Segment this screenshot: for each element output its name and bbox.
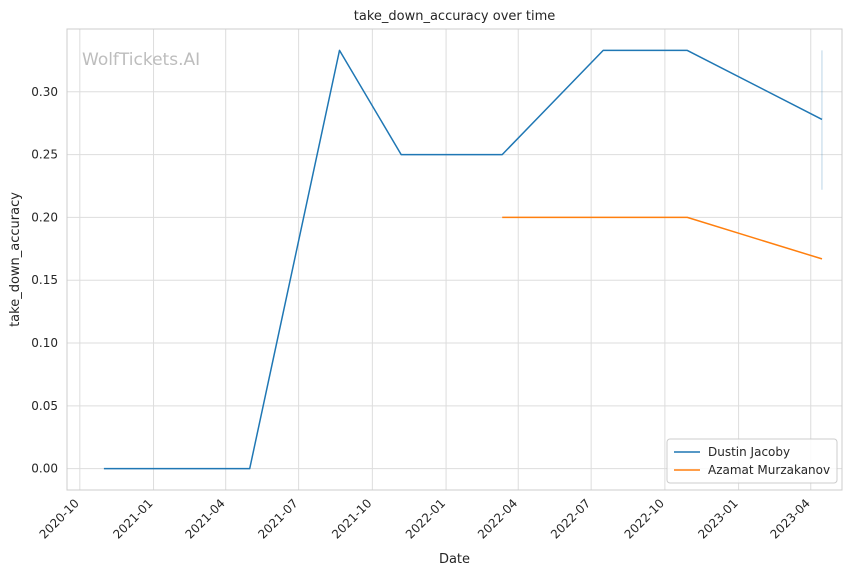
legend-label: Dustin Jacoby [708, 445, 790, 459]
legend: Dustin Jacoby Azamat Murzakanov [666, 438, 838, 484]
x-tick-label: 2020-10 [37, 496, 82, 541]
watermark: WolfTickets.AI [82, 50, 200, 70]
x-tick-label: 2022-10 [622, 496, 667, 541]
y-tick-label: 0.20 [31, 210, 58, 224]
legend-box [666, 438, 838, 484]
x-tick-label: 2021-01 [110, 496, 155, 541]
grid [67, 29, 842, 490]
x-tick-label: 2023-04 [768, 496, 813, 541]
x-tick-label: 2023-01 [695, 496, 740, 541]
legend-label: Azamat Murzakanov [708, 463, 830, 477]
x-tick-label: 2021-07 [255, 496, 300, 541]
x-axis-title: Date [439, 552, 470, 567]
x-tick-label: 2022-04 [475, 496, 520, 541]
series-line-dustin-jacoby [103, 49, 823, 470]
y-tick-label: 0.15 [31, 273, 58, 287]
y-tick-label: 0.10 [31, 336, 58, 350]
y-tick-label: 0.05 [31, 399, 58, 413]
series-line-azamat-murzakanov [502, 216, 823, 260]
x-tick-label: 2021-10 [329, 496, 374, 541]
x-tick-labels: 2020-10 2021-01 2021-04 2021-07 2021-10 2022-… [37, 496, 813, 541]
x-tick-label: 2021-04 [182, 496, 227, 541]
series-lines [103, 49, 823, 470]
y-tick-label: 0.30 [31, 85, 58, 99]
y-axis-title: take_down_accuracy [8, 192, 23, 327]
y-tick-labels: 0.00 0.05 0.10 0.15 0.20 0.25 0.30 [31, 85, 58, 476]
x-tick-label: 2022-07 [548, 496, 593, 541]
y-tick-label: 0.25 [31, 148, 58, 162]
plot-area-frame [66, 28, 843, 491]
x-tick-label: 2022-01 [403, 496, 448, 541]
chart-title: take_down_accuracy over time [354, 9, 555, 24]
y-tick-label: 0.00 [31, 462, 58, 476]
